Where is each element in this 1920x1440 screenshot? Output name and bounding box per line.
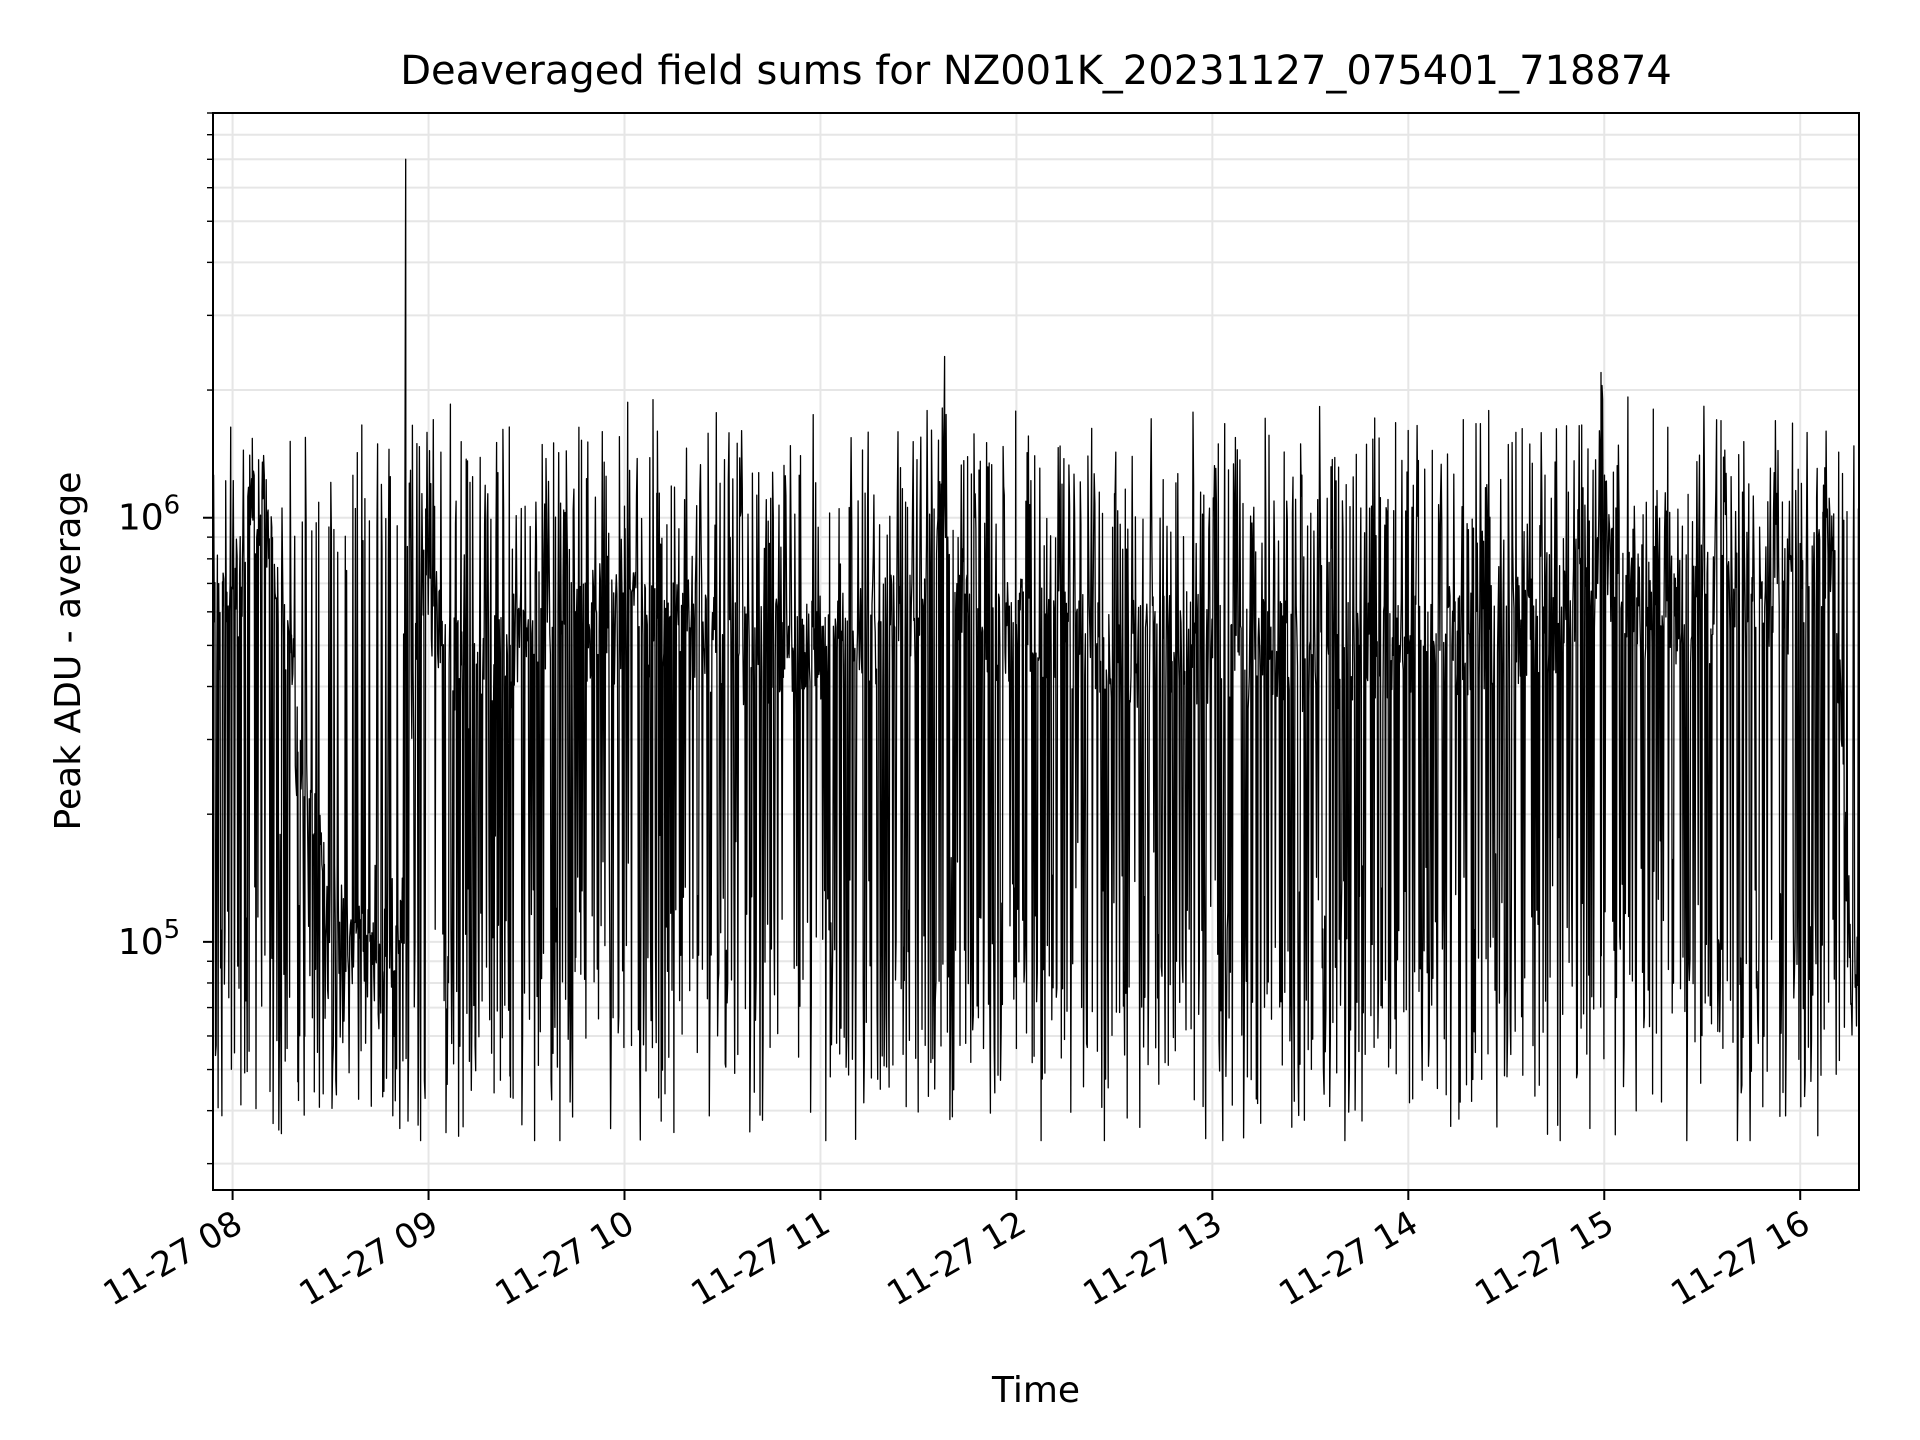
y-tick-label: 105 <box>118 915 180 963</box>
chart-title: Deaveraged field sums for NZ001K_2023112… <box>400 48 1672 94</box>
x-tick-label: 11-27 14 <box>1272 1203 1424 1314</box>
x-tick-label: 11-27 08 <box>97 1203 249 1314</box>
series-line <box>212 158 1860 1142</box>
series-path <box>212 158 1860 1142</box>
y-tick-label: 106 <box>118 491 180 539</box>
x-axis-label: Time <box>991 1370 1080 1411</box>
x-tick-label: 11-27 12 <box>881 1203 1033 1314</box>
plot-frame <box>212 112 1860 1191</box>
x-axis: 11-27 08 11-27 09 11-27 10 11-27 11 11-27 12… <box>97 1190 1817 1314</box>
x-tick-label: 11-27 11 <box>685 1203 837 1314</box>
x-tick-label: 11-27 10 <box>489 1203 641 1314</box>
x-tick-label: 11-27 16 <box>1664 1203 1816 1314</box>
x-tick-label: 11-27 09 <box>293 1203 445 1314</box>
y-axis: 105 106 <box>118 112 213 1165</box>
y-axis-label: Peak ADU - average <box>48 472 89 831</box>
x-tick-label: 11-27 15 <box>1468 1203 1620 1314</box>
x-tick-label: 11-27 13 <box>1076 1203 1228 1314</box>
